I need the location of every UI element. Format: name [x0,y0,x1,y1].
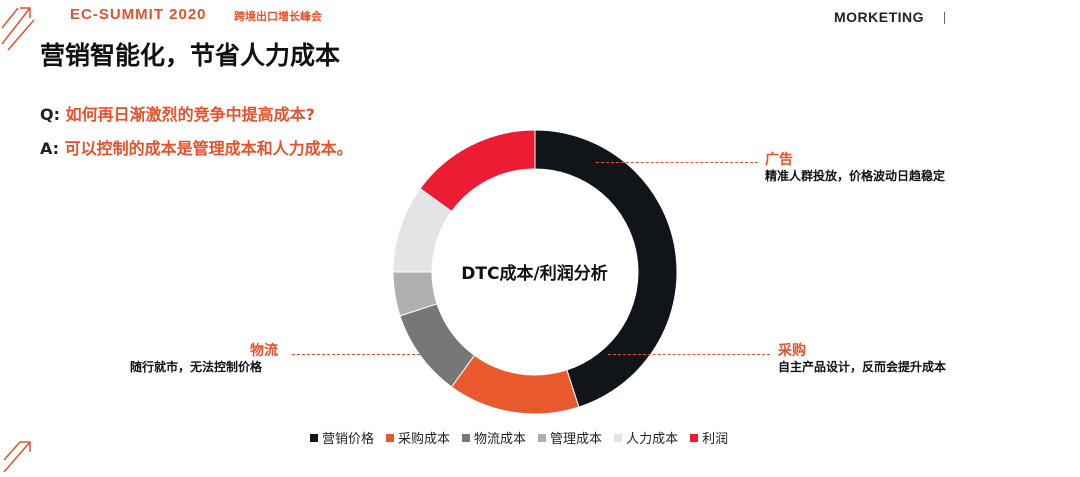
event-title: EC-SUMMIT 2020 [70,6,207,23]
annotation-desc-logistics: 随行就市，无法控制价格 [130,360,263,374]
legend-label: 利润 [702,432,729,447]
legend-label: 营销价格 [322,432,375,447]
annotation-desc-ad: 精准人群投放，价格波动日趋稳定 [765,169,946,183]
legend-item-labor: 人力成本 [614,428,678,447]
annotation-line-logistics [292,354,420,355]
answer-prefix: A: [40,139,60,158]
arrow-decoration-bottom-icon [3,441,31,473]
legend-item-management: 管理成本 [538,428,602,447]
legend-label: 采购成本 [398,432,451,447]
answer-text: 可以控制的成本是管理成本和人力成本。 [64,139,353,158]
donut-slice-purchase [450,354,580,415]
legend-swatch [462,433,471,442]
brand-logo: MORKETING [834,9,925,25]
annotation-title-purchase: 采购 [778,343,806,359]
annotation-desc-purchase: 自主产品设计，反而会提升成本 [778,360,947,374]
legend-swatch [386,433,395,442]
question-prefix: Q: [40,105,60,124]
legend-swatch [690,433,699,442]
annotation-line-purchase [608,354,770,355]
event-subtitle: 跨境出口增长峰会 [234,10,322,23]
legend-item-profit: 利润 [690,428,728,447]
legend-label: 物流成本 [474,432,527,447]
legend-label: 管理成本 [550,432,603,447]
legend-item-marketing: 营销价格 [310,428,374,447]
legend-item-purchase: 采购成本 [386,428,450,447]
question-text: 如何再日渐激烈的竞争中提高成本? [65,105,315,124]
question-line: Q: 如何再日渐激烈的竞争中提高成本? [40,101,315,125]
legend-swatch [614,433,623,442]
legend-label: 人力成本 [626,432,679,447]
annotation-line-ad [596,162,758,163]
annotation-title-ad: 广告 [765,152,793,168]
brand-divider [944,12,945,24]
slide-title: 营销智能化，节省人力成本 [40,41,341,70]
donut-slice-profit [419,129,536,213]
chart-center-title: DTC成本/利润分析 [461,264,608,284]
arrow-decoration-top-icon [1,7,35,51]
answer-line: A: 可以控制的成本是管理成本和人力成本。 [40,135,353,159]
legend-swatch [310,433,318,442]
annotation-title-logistics: 物流 [250,343,278,359]
chart-legend: 营销价格 采购成本 物流成本 管理成本 人力成本 利润 [310,428,728,447]
donut-slice-marketing [534,129,678,408]
legend-swatch [538,433,547,442]
legend-item-logistics: 物流成本 [462,428,526,447]
